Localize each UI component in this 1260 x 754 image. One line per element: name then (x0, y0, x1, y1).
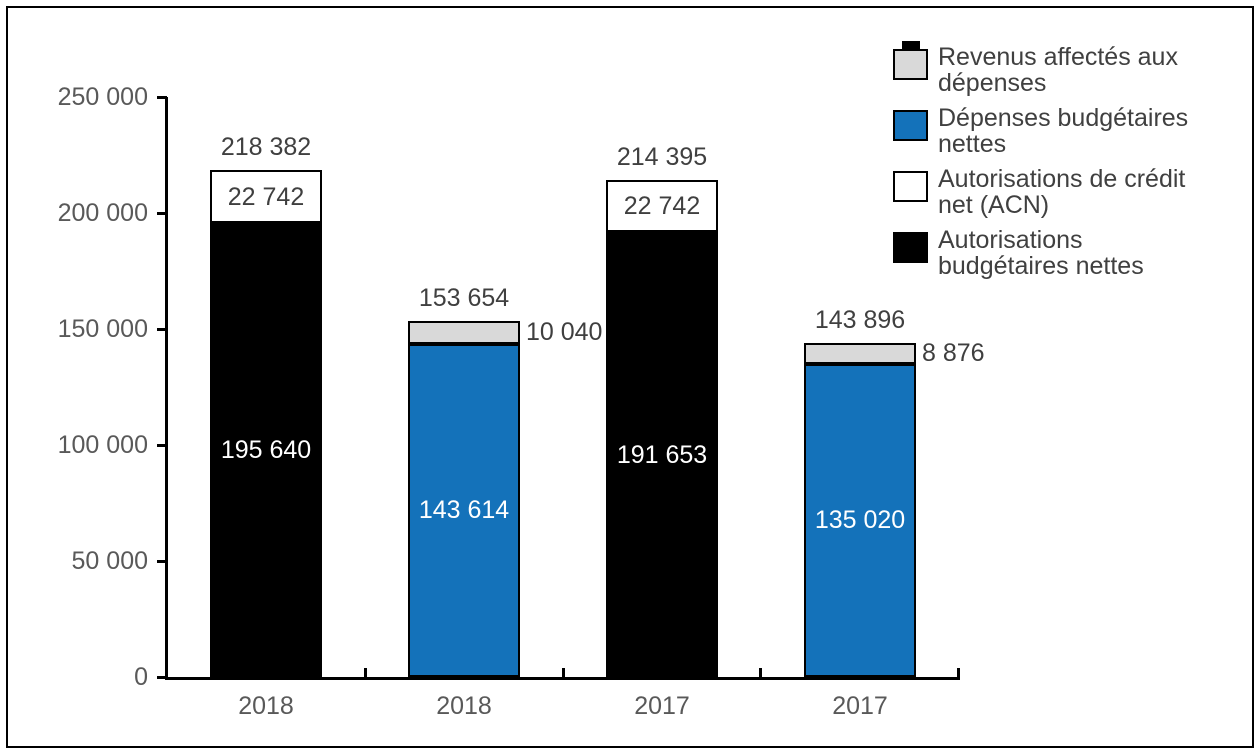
bar-segment-black (210, 223, 322, 677)
x-category-label: 2017 (634, 692, 690, 720)
x-tick-mark (561, 668, 565, 677)
y-tick-label: 200 000 (57, 199, 148, 227)
legend-label: Autorisations de crédit net (ACN) (938, 165, 1186, 219)
legend-item-autorisations-credit-net: Autorisations de crédit net (ACN) (893, 166, 1213, 218)
y-tick-label: 50 000 (71, 547, 148, 575)
segment-value-label: 8 876 (922, 339, 985, 368)
y-axis-line (165, 97, 168, 680)
y-tick-label: 0 (134, 663, 148, 691)
legend-swatch-black (893, 232, 928, 263)
x-axis-line (165, 677, 960, 680)
y-tick-mark (157, 212, 167, 215)
x-category-label: 2018 (436, 692, 492, 720)
bar-segment-blue (408, 343, 520, 677)
y-tick-mark (157, 444, 167, 447)
x-category-label: 2018 (238, 692, 294, 720)
y-tick-mark (157, 328, 167, 331)
x-tick-mark (957, 668, 960, 677)
bar-total-label: 214 395 (616, 142, 708, 171)
segment-value-label: 22 742 (623, 191, 701, 220)
bar-segment-gray (804, 343, 916, 364)
segment-value-label: 143 614 (418, 496, 510, 525)
segment-value-label: 10 040 (526, 318, 603, 347)
bar-total-label: 218 382 (220, 133, 312, 162)
segment-value-label: 191 653 (616, 440, 708, 469)
legend-item-autorisations-budgetaires: Autorisations budgétaires nettes (893, 227, 1213, 279)
bar-segment-gray (408, 320, 520, 344)
legend-swatch-cap-icon (901, 41, 920, 51)
bar-total-label: 143 896 (814, 306, 906, 335)
y-tick-mark (157, 676, 167, 679)
bar-total-label: 153 654 (418, 283, 510, 312)
x-tick-mark (363, 668, 367, 677)
x-category-label: 2017 (832, 692, 888, 720)
bar-segment-white (210, 170, 322, 224)
legend-item-revenus-affectes: Revenus affectés aux dépenses (893, 41, 1213, 97)
legend-label: Dépenses budgétaires nettes (938, 104, 1189, 158)
legend-label: Autorisations budgétaires nettes (938, 226, 1144, 280)
y-tick-mark (157, 96, 167, 99)
x-tick-mark (759, 668, 763, 677)
legend-label: Revenus affectés aux dépenses (938, 43, 1178, 97)
bar-segment-blue (804, 363, 916, 677)
legend: Revenus affectés aux dépenses Dépenses b… (893, 41, 1213, 288)
y-tick-label: 100 000 (57, 431, 148, 459)
legend-swatch-blue (893, 110, 928, 141)
y-tick-label: 150 000 (57, 315, 148, 343)
legend-swatch-white (893, 171, 928, 202)
segment-value-label: 22 742 (227, 182, 305, 211)
chart-frame (6, 6, 1254, 748)
y-tick-mark (157, 560, 167, 563)
legend-swatch-gray (893, 41, 928, 80)
legend-item-depenses-budgetaires: Dépenses budgétaires nettes (893, 105, 1213, 157)
segment-value-label: 195 640 (220, 436, 312, 465)
y-tick-label: 250 000 (57, 83, 148, 111)
segment-value-label: 135 020 (814, 506, 906, 535)
bar-segment-white (606, 179, 718, 233)
bar-segment-black (606, 232, 718, 677)
